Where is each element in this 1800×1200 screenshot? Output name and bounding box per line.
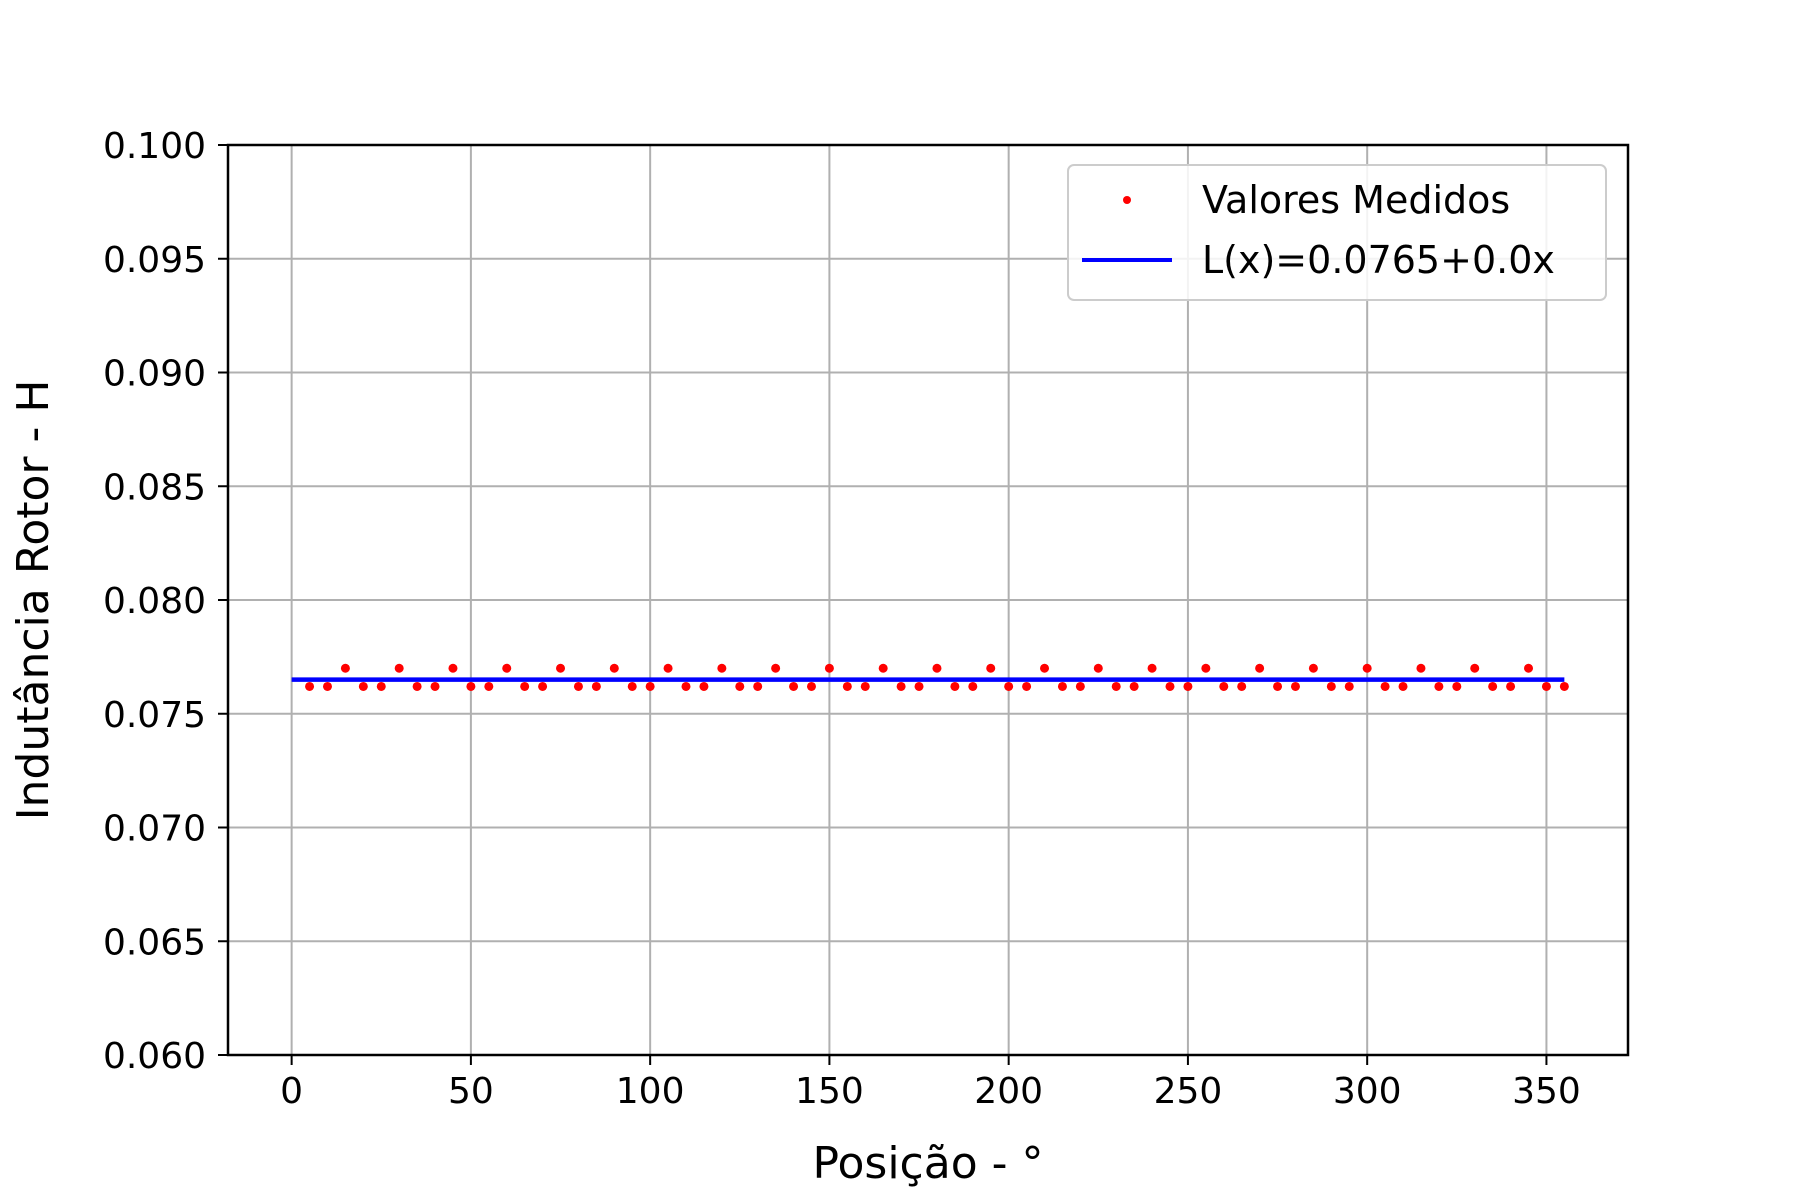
y-tick-label: 0.065 [103,922,206,963]
data-point [842,681,852,691]
data-point [1326,681,1336,691]
x-tick-label: 350 [1512,1071,1581,1112]
data-point [1075,681,1085,691]
data-point [573,681,583,691]
data-point [1452,681,1462,691]
plot-area [291,663,1569,691]
data-point [609,663,619,673]
data-point [1237,681,1247,691]
data-point [806,681,816,691]
data-point [645,681,655,691]
legend-marker-valores-medidos [1123,196,1131,204]
data-point [986,663,996,673]
data-point [1290,681,1300,691]
data-point [448,663,458,673]
data-point [1434,681,1444,691]
legend-box [1067,164,1607,301]
data-point [1111,681,1121,691]
x-tick-label: 250 [1154,1071,1223,1112]
legend-label-valores-medidos: Valores Medidos [1202,178,1510,222]
data-point [932,663,942,673]
y-tick-label: 0.075 [103,695,206,736]
data-point [1559,681,1569,691]
data-point [860,681,870,691]
data-point [1183,681,1193,691]
data-point [717,663,727,673]
x-tick-label: 300 [1333,1071,1402,1112]
x-tick-label: 0 [280,1071,303,1112]
data-point [1344,681,1354,691]
data-point [1506,681,1516,691]
x-tick-label: 50 [448,1071,494,1112]
data-point [950,681,960,691]
data-point [1470,663,1480,673]
y-tick-label: 0.070 [103,809,206,850]
data-point [376,681,386,691]
data-point [1362,663,1372,673]
data-point [1398,681,1408,691]
data-point [663,663,673,673]
data-point [1541,681,1551,691]
data-point [1165,681,1175,691]
data-point [1004,681,1014,691]
data-point [305,681,315,691]
data-point [1488,681,1498,691]
data-point [1040,663,1050,673]
y-tick-label: 0.100 [103,126,206,167]
data-point [1524,663,1534,673]
data-point [591,681,601,691]
data-point [394,663,404,673]
data-point [735,681,745,691]
axes-ticks: 0 50 100 150 200 250 300 350 0.060 0.065 0.070 0.07… [103,126,1581,1112]
legend: Valores Medidos L(x)=0.0765+0.0x [1067,164,1607,301]
data-point [1380,681,1390,691]
data-point [1308,663,1318,673]
x-tick-label: 100 [616,1071,685,1112]
data-point [789,681,799,691]
data-point [430,681,440,691]
data-point [556,663,566,673]
data-point [1093,663,1103,673]
data-point [1147,663,1157,673]
data-point [1057,681,1067,691]
data-point [1022,681,1032,691]
data-point [466,681,476,691]
data-point [878,663,888,673]
legend-label-fit-line: L(x)=0.0765+0.0x [1202,238,1555,282]
x-tick-label: 150 [795,1071,864,1112]
data-point [340,663,350,673]
y-tick-label: 0.095 [103,240,206,281]
data-point [753,681,763,691]
data-point [914,681,924,691]
data-point [502,663,512,673]
data-point [1219,681,1229,691]
data-point [322,681,332,691]
data-point [1201,663,1211,673]
x-axis-label: Posição - ° [813,1138,1044,1189]
data-point [824,663,834,673]
data-point [699,681,709,691]
data-point [358,681,368,691]
y-tick-label: 0.085 [103,467,206,508]
y-axis-label: Indutância Rotor - H [8,380,59,821]
data-point [627,681,637,691]
data-point [968,681,978,691]
data-point [520,681,530,691]
data-point [1255,663,1265,673]
y-tick-label: 0.090 [103,354,206,395]
y-tick-label: 0.080 [103,581,206,622]
data-point [771,663,781,673]
data-point [1416,663,1426,673]
y-tick-label: 0.060 [103,1036,206,1077]
data-point [681,681,691,691]
data-point [484,681,494,691]
data-point [896,681,906,691]
data-point [1273,681,1283,691]
x-tick-label: 200 [974,1071,1043,1112]
data-point [412,681,422,691]
data-point [1129,681,1139,691]
data-point [538,681,548,691]
